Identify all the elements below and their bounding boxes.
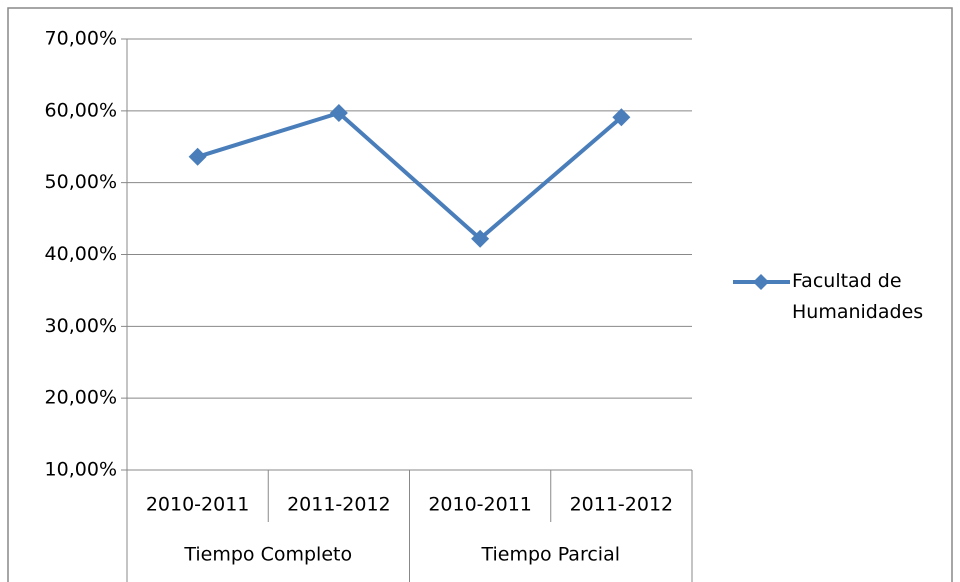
x-tick-label: 2011-2012 [287,494,391,516]
y-tick-label: 30,00% [45,315,117,337]
group-label: Tiempo Completo [183,544,352,566]
y-tick-label: 70,00% [45,28,117,50]
legend-marker [753,274,769,290]
y-tick-label: 50,00% [45,171,117,193]
x-tick-label: 2010-2011 [146,494,250,516]
y-tick-label: 40,00% [45,243,117,265]
y-tick-label: 20,00% [45,387,117,409]
series-line [197,110,623,241]
x-tick-label: 2011-2012 [570,494,674,516]
group-label: Tiempo Parcial [480,544,620,566]
point-marker [188,147,207,166]
x-tick-label: 2010-2011 [428,494,532,516]
point-marker [471,229,490,248]
y-tick-label: 10,00% [45,459,117,481]
point-marker [612,108,631,127]
chart-frame [7,7,953,582]
legend-label: Facultad de Humanidades [792,270,924,323]
y-tick-label: 60,00% [45,99,117,121]
point-marker [329,103,348,122]
